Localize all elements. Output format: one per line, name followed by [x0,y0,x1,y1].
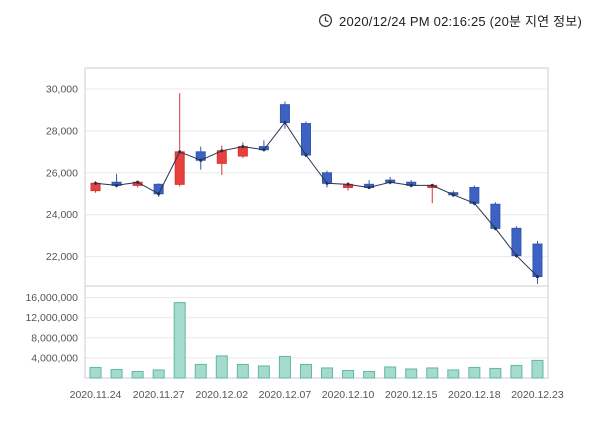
close-marker [283,120,287,125]
close-marker [136,180,140,184]
close-marker [157,192,161,196]
close-marker [304,153,308,157]
x-axis-label: 2020.11.24 [70,389,122,401]
volume-bar [89,366,102,379]
volume-bar [405,368,418,379]
volume-bar [321,367,334,379]
timestamp-label: 2020/12/24 PM 02:16:25 (20분 지연 정보) [339,13,582,29]
close-marker [262,148,266,152]
close-marker [346,182,350,186]
close-line [95,121,538,277]
plot-border [84,67,549,379]
close-marker [367,185,371,190]
close-marker [388,180,392,184]
candle-body [532,243,543,278]
x-axis-label: 2020.11.27 [133,389,185,401]
candle-body [279,104,290,124]
price-axis-label: 28,000 [46,125,78,137]
volume-axis-label: 16,000,000 [25,292,78,304]
price-axis-label: 24,000 [46,209,78,221]
x-axis-label: 2020.12.07 [259,389,312,401]
close-marker [535,274,540,279]
x-axis-label: 2020.12.02 [196,389,249,401]
close-marker [472,201,476,205]
volume-bar [468,366,481,379]
volume-bar [299,363,312,379]
volume-bar [489,367,502,379]
volume-bar [510,364,523,379]
x-axis-label: 2020.12.15 [385,389,438,401]
volume-bar [426,367,439,379]
volume-bar [215,355,228,379]
volume-bar [531,359,544,379]
volume-bar [342,369,355,379]
volume-bar [447,369,460,379]
volume-axis-label: 8,000,000 [31,332,78,344]
candle-body [469,186,480,204]
volume-bar [152,369,165,379]
volume-axis-label: 4,000,000 [31,352,78,364]
close-marker [409,183,413,187]
price-axis-label: 22,000 [46,251,78,263]
candlestick-volume-chart: 30,000 28,000 26,000 24,000 22,000 16,000,000… [25,67,564,401]
close-marker [178,150,182,154]
close-marker [199,158,203,162]
volume-bar [278,355,291,379]
close-marker [93,181,98,185]
chart-header: 2020/12/24 PM 02:16:25 (20분 지연 정보) [318,10,582,30]
volume-axis-label: 12,000,000 [25,312,78,324]
close-marker [241,145,245,149]
close-marker [325,181,329,185]
volume-bar [257,365,270,379]
close-marker [220,149,224,153]
volume-bar [131,370,144,379]
close-marker [514,254,519,258]
x-axis-label: 2020.12.10 [322,389,375,401]
volume-bar [173,302,186,379]
x-axis-label: 2020.12.18 [448,389,501,401]
price-axis-label: 30,000 [46,83,78,95]
volume-bar [363,370,376,379]
volume-bar [194,363,207,379]
volume-bar [110,368,123,379]
close-marker [451,193,455,197]
close-marker [493,226,497,230]
close-marker [430,183,434,187]
price-axis-label: 26,000 [46,167,78,179]
clock-icon [319,13,333,27]
volume-bar [384,366,397,379]
close-marker [114,183,119,187]
candle-body [174,151,185,185]
x-axis-label: 2020.12.23 [511,389,564,401]
volume-bar [236,363,249,379]
